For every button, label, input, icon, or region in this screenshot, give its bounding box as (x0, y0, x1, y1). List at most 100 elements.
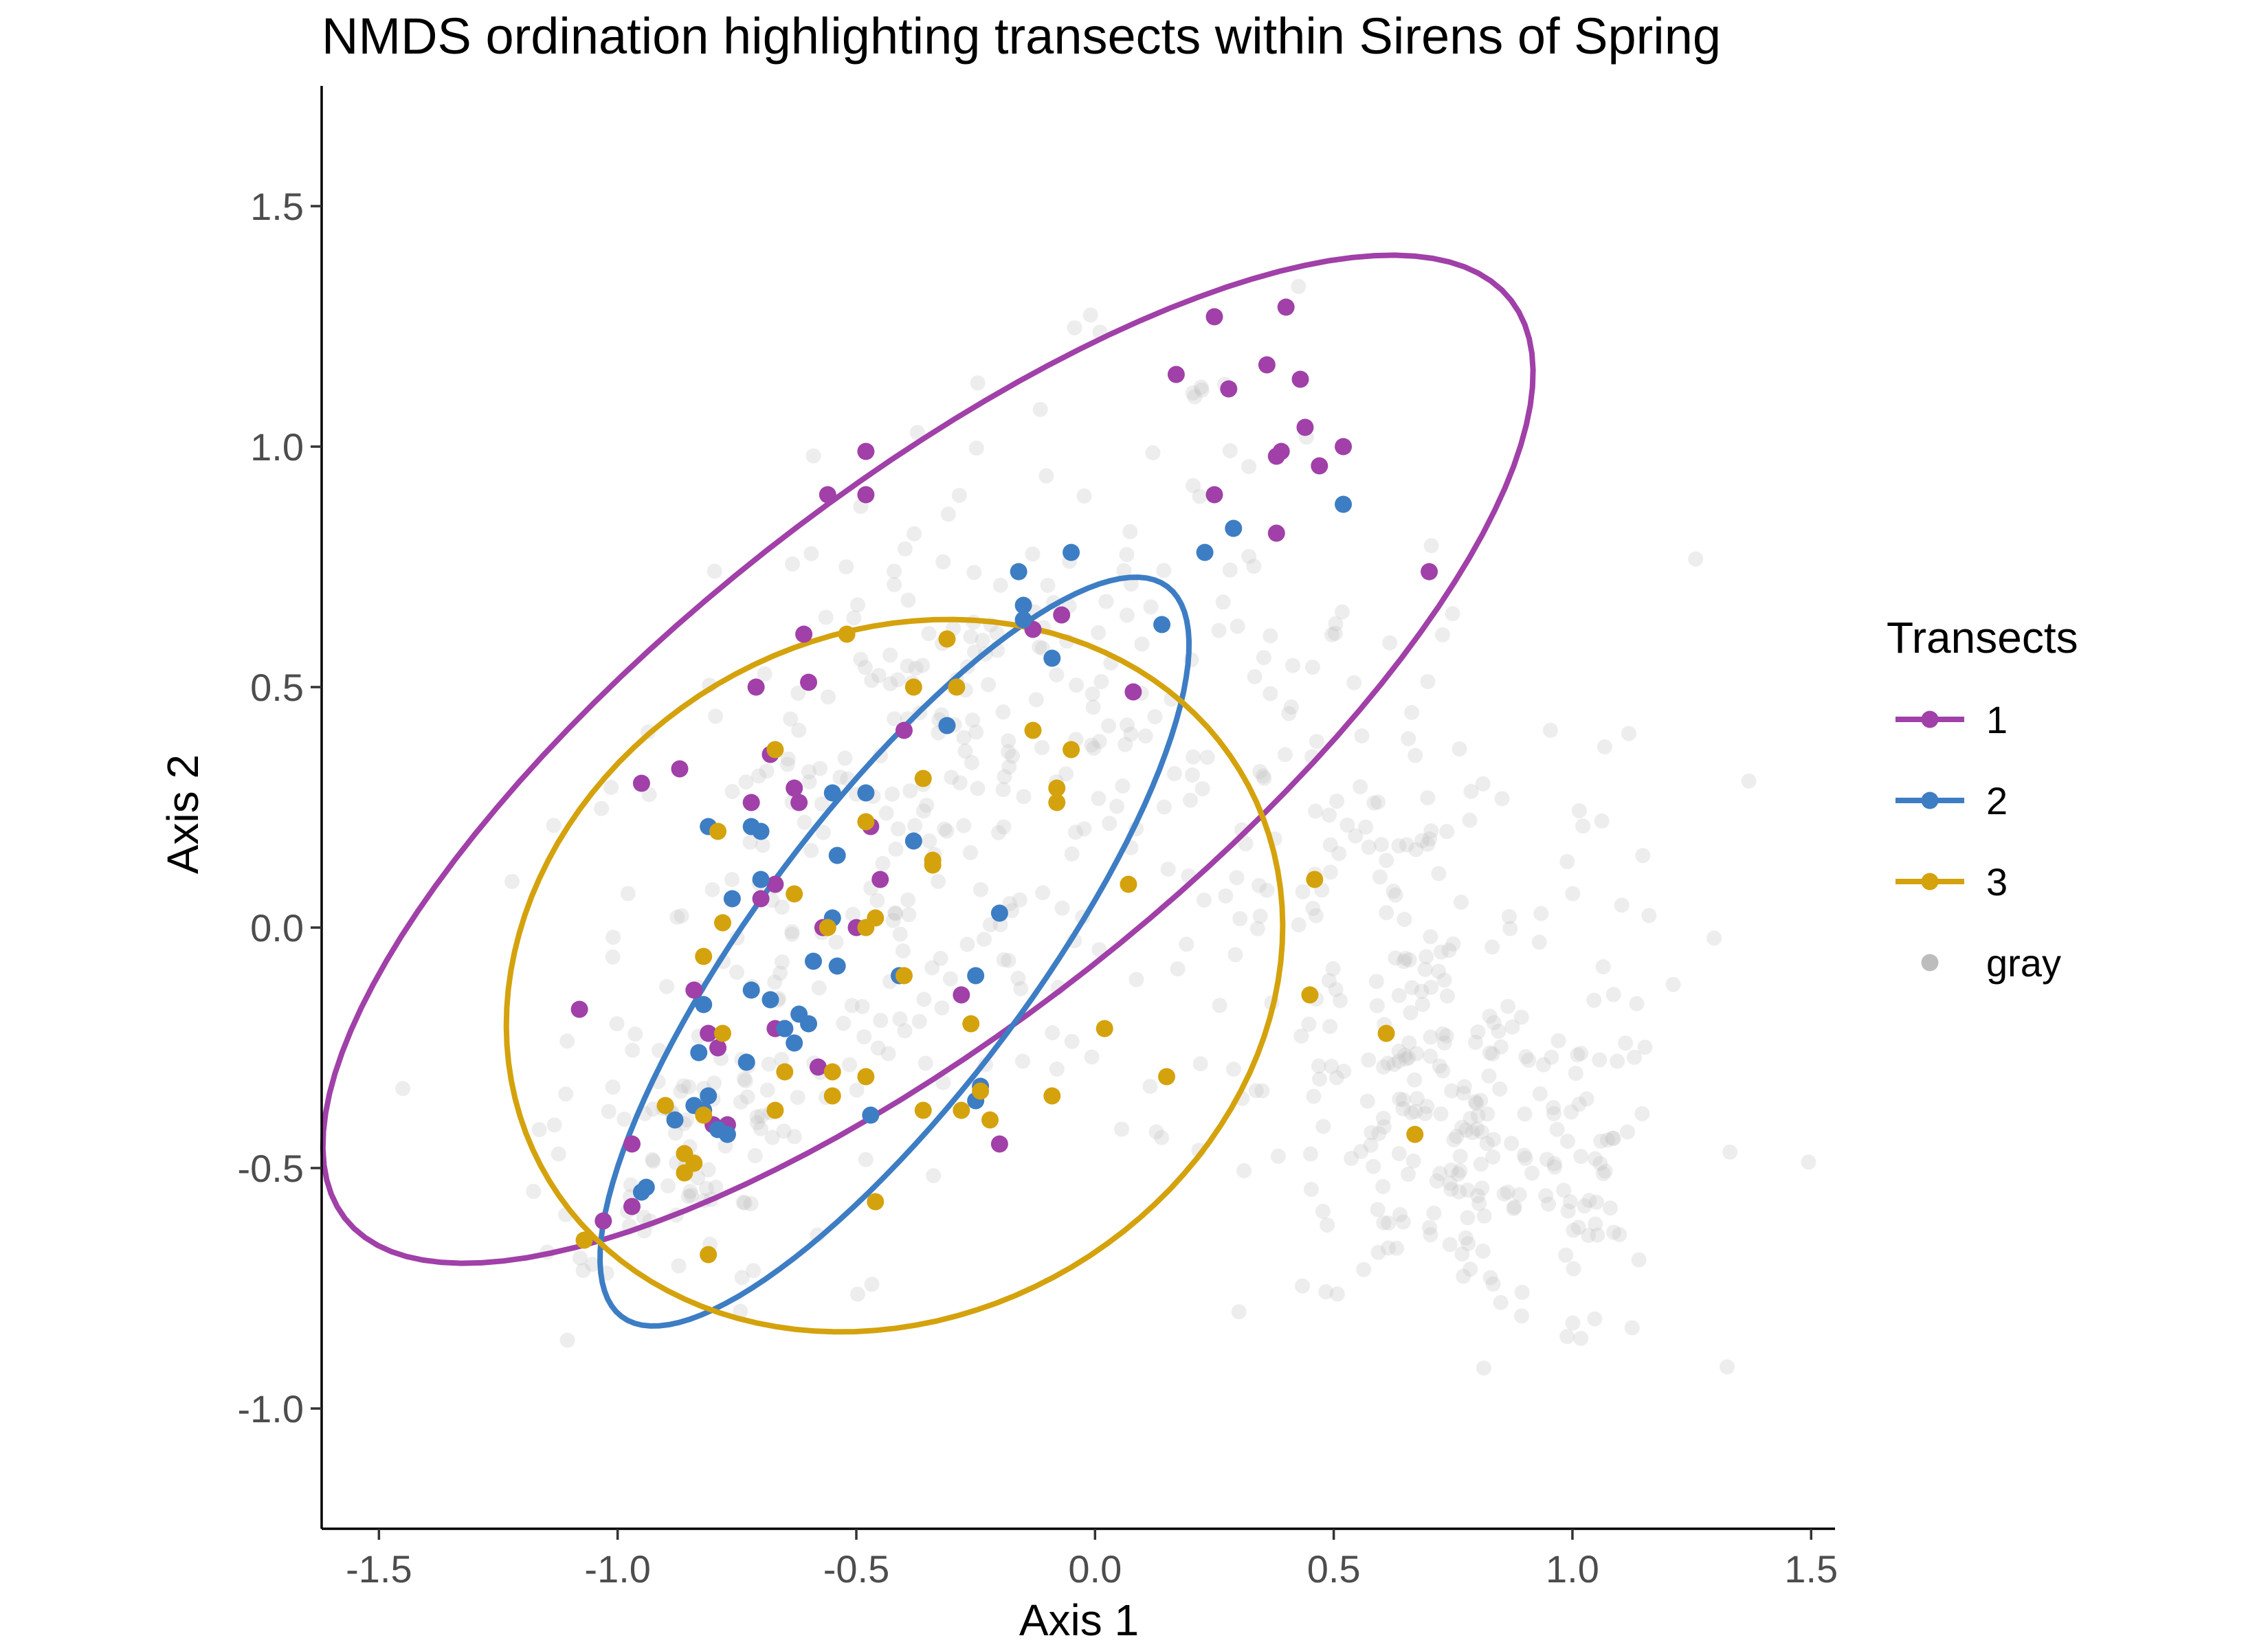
gray-point-568 (1688, 551, 1704, 567)
axes: -1.5 -1.0 -0.5 0.0 0.5 1.0 1.5 -1.0 -0.5 0.0 0.5 1.… (238, 86, 1838, 1591)
gray-point-32 (759, 763, 775, 779)
x-tick-label-2: -0.5 (823, 1547, 890, 1591)
gray-point-521 (1389, 1240, 1405, 1256)
gray-point-430 (1571, 1096, 1587, 1112)
gray-point-520 (1380, 1055, 1396, 1071)
gray-point-396 (1538, 1188, 1554, 1204)
point-transect-1-48 (594, 1212, 612, 1230)
gray-point-410 (1386, 1057, 1402, 1073)
gray-point-31 (625, 1042, 641, 1058)
gray-point-293 (1045, 1025, 1060, 1041)
gray-point-233 (882, 676, 898, 692)
gray-point-563 (1595, 959, 1611, 975)
point-transect-2-24 (990, 904, 1008, 922)
gray-point-694 (736, 1071, 752, 1087)
point-transect-1-33 (766, 875, 784, 893)
point-transect-3-25 (823, 1063, 841, 1081)
gray-point-333 (1376, 1119, 1392, 1134)
point-transect-1-42 (809, 1058, 827, 1076)
gray-point-187 (797, 814, 812, 830)
gray-point-385 (1368, 974, 1384, 989)
gray-point-2 (991, 824, 1007, 840)
gray-point-140 (729, 965, 745, 980)
gray-point-384 (1577, 1198, 1592, 1214)
gray-point-645 (1113, 1121, 1129, 1137)
x-axis-title: Axis 1 (1019, 1595, 1139, 1645)
gray-point-548 (1452, 741, 1467, 757)
point-transect-3-9 (1048, 794, 1066, 811)
point-transect-1-0 (1205, 308, 1223, 326)
gray-point-61 (1076, 488, 1092, 504)
gray-point-490 (1442, 1176, 1458, 1191)
gray-point-115 (636, 1209, 652, 1225)
legend-label-3: 3 (1986, 860, 2008, 904)
gray-point-356 (1504, 1136, 1520, 1152)
gray-point-262 (1101, 718, 1117, 734)
y-axis-title: Axis 2 (158, 754, 208, 874)
gray-point-68 (1241, 548, 1257, 564)
gray-point-579 (1366, 795, 1382, 811)
point-transect-2-8 (1335, 495, 1353, 513)
gray-point-268 (911, 1013, 927, 1029)
x-tick-label-5: 1.0 (1546, 1547, 1599, 1591)
gray-point-192 (1025, 546, 1041, 562)
gray-point-535 (1801, 1154, 1816, 1170)
gray-point-559 (1229, 870, 1245, 886)
gray-point-590 (1277, 747, 1293, 763)
gray-point-94 (784, 556, 800, 572)
gray-point-481 (1482, 1270, 1498, 1286)
gray-point-398 (1370, 1244, 1386, 1260)
gray-point-702 (690, 1170, 706, 1186)
gray-point-210 (1116, 563, 1132, 579)
gray-point-605 (1348, 828, 1364, 844)
gray-point-422 (1363, 1137, 1379, 1153)
gray-point-6 (724, 872, 740, 888)
gray-point-448 (1463, 1110, 1478, 1126)
gray-point-227 (885, 786, 900, 802)
point-transect-3-41 (695, 1106, 713, 1124)
gray-point-540 (1612, 1226, 1627, 1242)
gray-point-295 (871, 668, 887, 684)
gray-point-142 (759, 1082, 775, 1098)
gray-point-131 (1115, 778, 1131, 794)
gray-point-500 (1329, 1286, 1345, 1302)
gray-point-281 (926, 1168, 942, 1184)
gray-point-14 (1145, 445, 1161, 461)
legend: Transects 1 2 3 gray (1887, 613, 2078, 985)
gray-point-407 (1517, 1106, 1533, 1122)
point-transect-3-38 (713, 1024, 731, 1042)
gray-point-643 (1255, 768, 1271, 784)
gray-point-553 (1232, 911, 1248, 927)
gray-point-342 (1422, 1220, 1438, 1235)
gray-point-312 (1328, 982, 1344, 998)
gray-point-414 (1493, 1039, 1509, 1055)
point-transect-1-11 (1205, 486, 1223, 504)
gray-point-13 (916, 991, 932, 1007)
gray-point-586 (1420, 790, 1436, 806)
gray-point-670 (1324, 627, 1339, 642)
gray-point-247 (1119, 717, 1135, 733)
point-transect-2-40 (862, 1106, 880, 1124)
point-transect-3-36 (1377, 1024, 1395, 1042)
gray-point-308 (1256, 650, 1271, 666)
gray-point-70 (811, 980, 827, 996)
point-transect-2-28 (776, 1020, 794, 1037)
gray-point-626 (1183, 792, 1199, 808)
x-tick-label-6: 1.5 (1784, 1547, 1838, 1591)
point-transect-2-21 (828, 957, 846, 975)
point-transect-2-29 (786, 1034, 803, 1052)
gray-point-403 (1476, 1208, 1492, 1224)
gray-point-420 (1458, 1122, 1474, 1138)
gray-point-581 (1594, 813, 1610, 829)
gray-point-75 (900, 892, 916, 908)
gray-point-469 (1381, 1240, 1397, 1256)
gray-point-365 (1423, 823, 1439, 839)
point-transect-3-27 (857, 1068, 875, 1086)
gray-point-39 (1184, 767, 1200, 783)
y-tick-label-4: 1.0 (250, 425, 304, 469)
gray-point-411 (1618, 1035, 1634, 1051)
gray-point-692 (660, 1178, 676, 1193)
gray-point-546 (1560, 1203, 1576, 1219)
point-transect-1-43 (570, 1000, 588, 1018)
